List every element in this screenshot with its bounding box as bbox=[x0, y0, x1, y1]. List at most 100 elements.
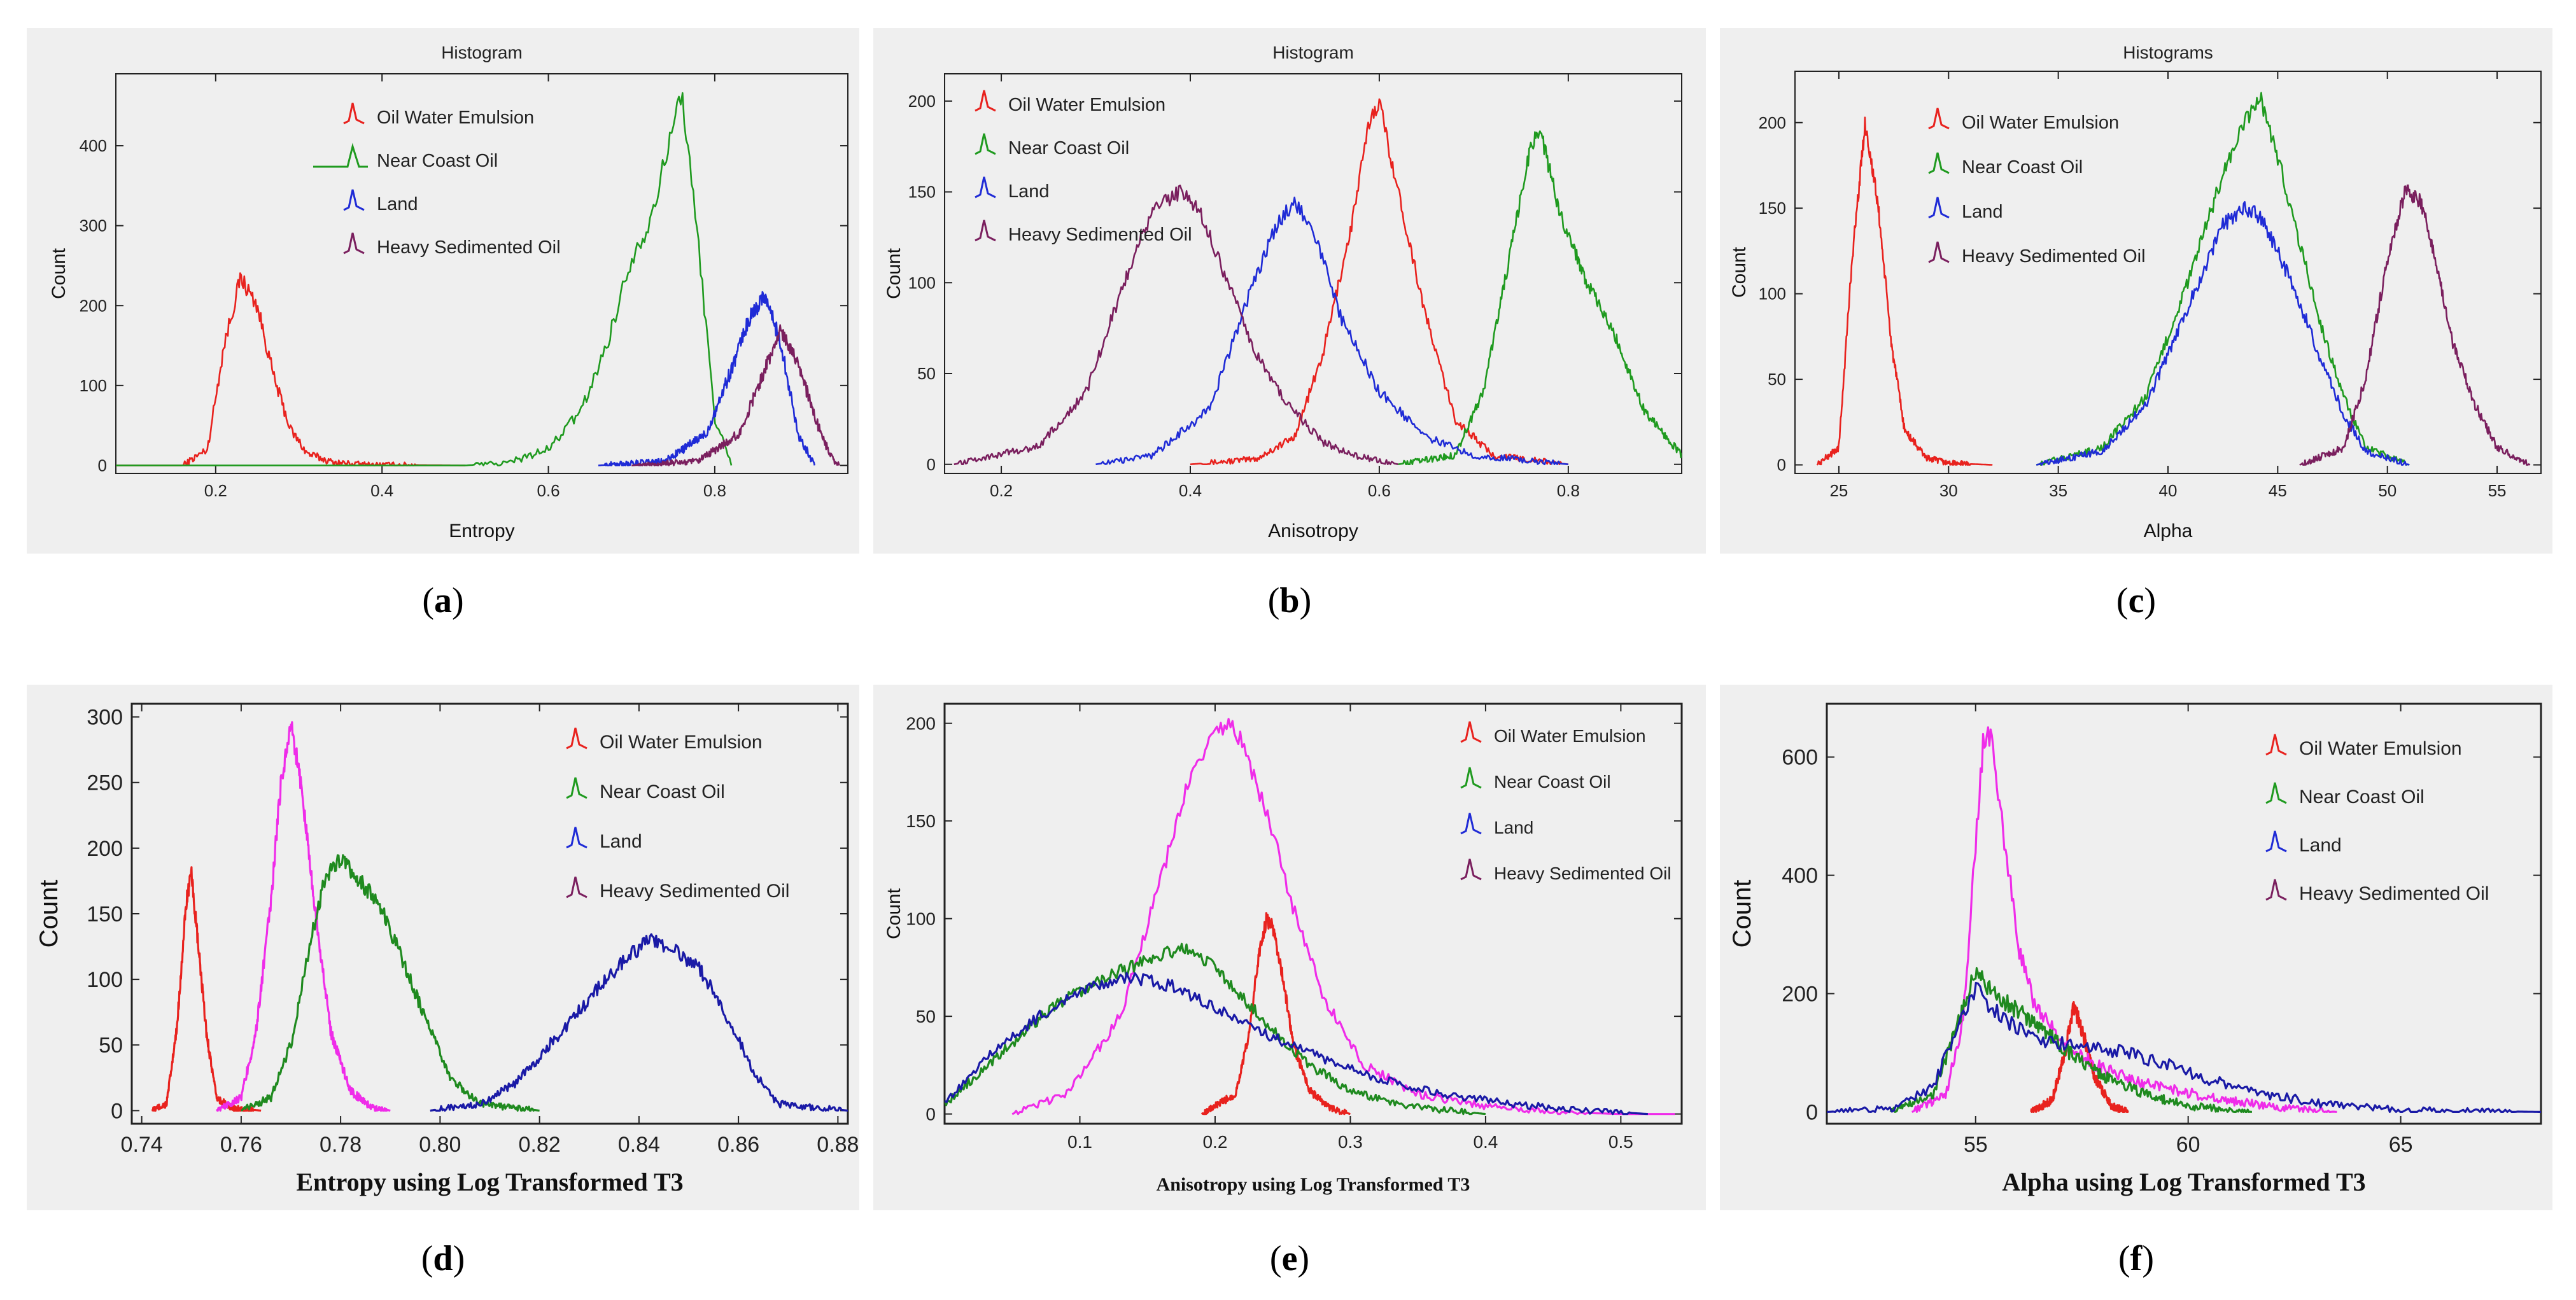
x-tick-label: 0.6 bbox=[1368, 481, 1391, 500]
legend-label: Heavy Sedimented Oil bbox=[1494, 863, 1672, 883]
series-line-0 bbox=[1200, 912, 1351, 1115]
legend-entry-1: Near Coast Oil bbox=[566, 777, 725, 802]
x-tick-label: 60 bbox=[2176, 1133, 2200, 1157]
plot-frame bbox=[130, 702, 849, 1125]
panel-e: 0.1 0.2 0.3 0.4 0.5 0 50 100 150 200 Anisotropy us… bbox=[873, 685, 1706, 1210]
x-tick-label: 0.8 bbox=[703, 481, 726, 500]
y-tick-label: 200 bbox=[1782, 982, 1818, 1006]
x-tick-label: 35 bbox=[2049, 481, 2067, 500]
y-tick-label: 150 bbox=[1759, 199, 1786, 218]
y-tick-label: 600 bbox=[1782, 746, 1818, 770]
panel-a: Histogram 0.2 0.4 0.6 0.8 0 100 200 300 400 Entrop… bbox=[27, 28, 859, 554]
series-line-3 bbox=[430, 933, 848, 1112]
x-tick-label: 0.86 bbox=[717, 1133, 759, 1157]
sublabel-c: (c) bbox=[2116, 581, 2157, 620]
series-line-1 bbox=[1911, 726, 2337, 1113]
y-tick-label: 200 bbox=[906, 713, 936, 733]
plot-frame bbox=[115, 73, 848, 474]
sublabel-d: (d) bbox=[421, 1239, 465, 1278]
x-tick-label: 55 bbox=[1964, 1133, 1988, 1157]
legend-entry-2: Land bbox=[1460, 813, 1533, 837]
legend-entry-1: Near Coast Oil bbox=[313, 143, 498, 171]
x-axis-label: Entropy using Log Transformed T3 bbox=[296, 1168, 683, 1196]
legend-entry-0: Oil Water Emulsion bbox=[343, 102, 534, 128]
legend-entry-0: Oil Water Emulsion bbox=[975, 90, 1165, 115]
plot-frame bbox=[943, 702, 1683, 1125]
legend-entry-3: Heavy Sedimented Oil bbox=[566, 876, 789, 902]
series-line-1 bbox=[1398, 130, 1682, 465]
legend-label: Land bbox=[1494, 818, 1533, 837]
chart-c-svg: Histograms 25 30 35 40 45 50 55 0 50 100 150 200 Alph… bbox=[1729, 43, 2542, 542]
legend-entry-3: Heavy Sedimented Oil bbox=[1460, 858, 1672, 883]
panel-f: 55 60 65 0 200 400 600 Alpha using Log Transfor… bbox=[1720, 685, 2552, 1210]
legend-label: Near Coast Oil bbox=[2299, 786, 2425, 807]
chart-title: Histogram bbox=[441, 43, 523, 62]
y-tick-label: 100 bbox=[906, 909, 936, 928]
legend-entry-2: Land bbox=[2265, 830, 2342, 856]
legend-swatch bbox=[566, 727, 588, 750]
y-tick-label: 0 bbox=[111, 1099, 123, 1123]
legend-label: Oil Water Emulsion bbox=[1962, 113, 2119, 133]
y-axis-label: Count bbox=[35, 880, 63, 948]
y-tick-label: 100 bbox=[87, 968, 123, 992]
chart-e-svg: 0.1 0.2 0.3 0.4 0.5 0 50 100 150 200 Anisotropy us… bbox=[883, 702, 1683, 1195]
x-tick-label: 40 bbox=[2159, 481, 2178, 500]
x-axis-label: Anisotropy using Log Transformed T3 bbox=[1157, 1174, 1470, 1195]
plot-frame bbox=[1794, 71, 2542, 474]
y-tick-label: 100 bbox=[1759, 284, 1786, 304]
series-line-1 bbox=[1011, 718, 1675, 1115]
legend-entry-1: Near Coast Oil bbox=[2265, 782, 2425, 807]
series-line-2 bbox=[2036, 201, 2410, 466]
chart-a-svg: Histogram 0.2 0.4 0.6 0.8 0 100 200 300 400 Entrop… bbox=[48, 43, 848, 542]
plot-frame bbox=[1826, 702, 2542, 1125]
legend-entry-0: Oil Water Emulsion bbox=[2265, 734, 2462, 759]
legend-label: Heavy Sedimented Oil bbox=[377, 237, 561, 258]
legend-swatch bbox=[1460, 858, 1482, 881]
legend-swatch bbox=[1460, 813, 1482, 835]
legend-swatch bbox=[566, 777, 588, 799]
sublabel-b: (b) bbox=[1267, 581, 1312, 620]
legend-entry-3: Heavy Sedimented Oil bbox=[2265, 879, 2489, 904]
legend-swatch bbox=[2265, 830, 2287, 853]
y-axis-label: Count bbox=[48, 248, 69, 299]
series-line-3 bbox=[945, 972, 1648, 1115]
y-tick-label: 150 bbox=[908, 183, 936, 202]
legend-entry-1: Near Coast Oil bbox=[1928, 152, 2083, 178]
legend-entry-0: Oil Water Emulsion bbox=[566, 727, 763, 753]
legend-entry-2: Land bbox=[1928, 197, 2003, 222]
series-line-0 bbox=[1816, 116, 1993, 466]
series-line-1 bbox=[116, 92, 733, 466]
y-tick-label: 50 bbox=[916, 1007, 936, 1026]
x-tick-label: 0.2 bbox=[990, 481, 1013, 500]
series-line-1 bbox=[216, 721, 391, 1112]
plot-frame bbox=[944, 73, 1682, 474]
series-line-2 bbox=[945, 942, 1486, 1115]
y-tick-label: 400 bbox=[80, 136, 107, 155]
legend-label: Heavy Sedimented Oil bbox=[600, 881, 789, 902]
legend-entry-1: Near Coast Oil bbox=[975, 133, 1129, 158]
y-tick-label: 0 bbox=[926, 1104, 936, 1124]
x-tick-label: 65 bbox=[2389, 1133, 2413, 1157]
legend-label: Near Coast Oil bbox=[600, 781, 725, 802]
legend-entry-2: Land bbox=[343, 189, 418, 214]
x-tick-label: 0.2 bbox=[1202, 1132, 1227, 1152]
legend-label: Near Coast Oil bbox=[1008, 138, 1129, 158]
y-axis-label: Count bbox=[883, 888, 904, 939]
x-tick-label: 55 bbox=[2488, 481, 2507, 500]
legend-swatch bbox=[1928, 241, 1950, 263]
x-tick-label: 0.78 bbox=[320, 1133, 362, 1157]
y-tick-label: 200 bbox=[87, 837, 123, 861]
legend-entry-0: Oil Water Emulsion bbox=[1928, 108, 2119, 133]
sublabel-f: (f) bbox=[2118, 1239, 2154, 1278]
legend-swatch bbox=[1928, 197, 1950, 219]
legend-swatch bbox=[2265, 734, 2287, 756]
series-line-0 bbox=[1190, 98, 1568, 465]
x-axis-label: Anisotropy bbox=[1268, 521, 1358, 542]
sublabel-e: (e) bbox=[1269, 1239, 1310, 1278]
series-line-2 bbox=[1095, 197, 1568, 465]
legend-label: Near Coast Oil bbox=[1962, 157, 2083, 178]
y-tick-label: 150 bbox=[87, 902, 123, 926]
legend-swatch bbox=[1928, 152, 1950, 174]
x-tick-label: 0.2 bbox=[204, 481, 227, 500]
x-tick-label: 0.6 bbox=[537, 481, 560, 500]
